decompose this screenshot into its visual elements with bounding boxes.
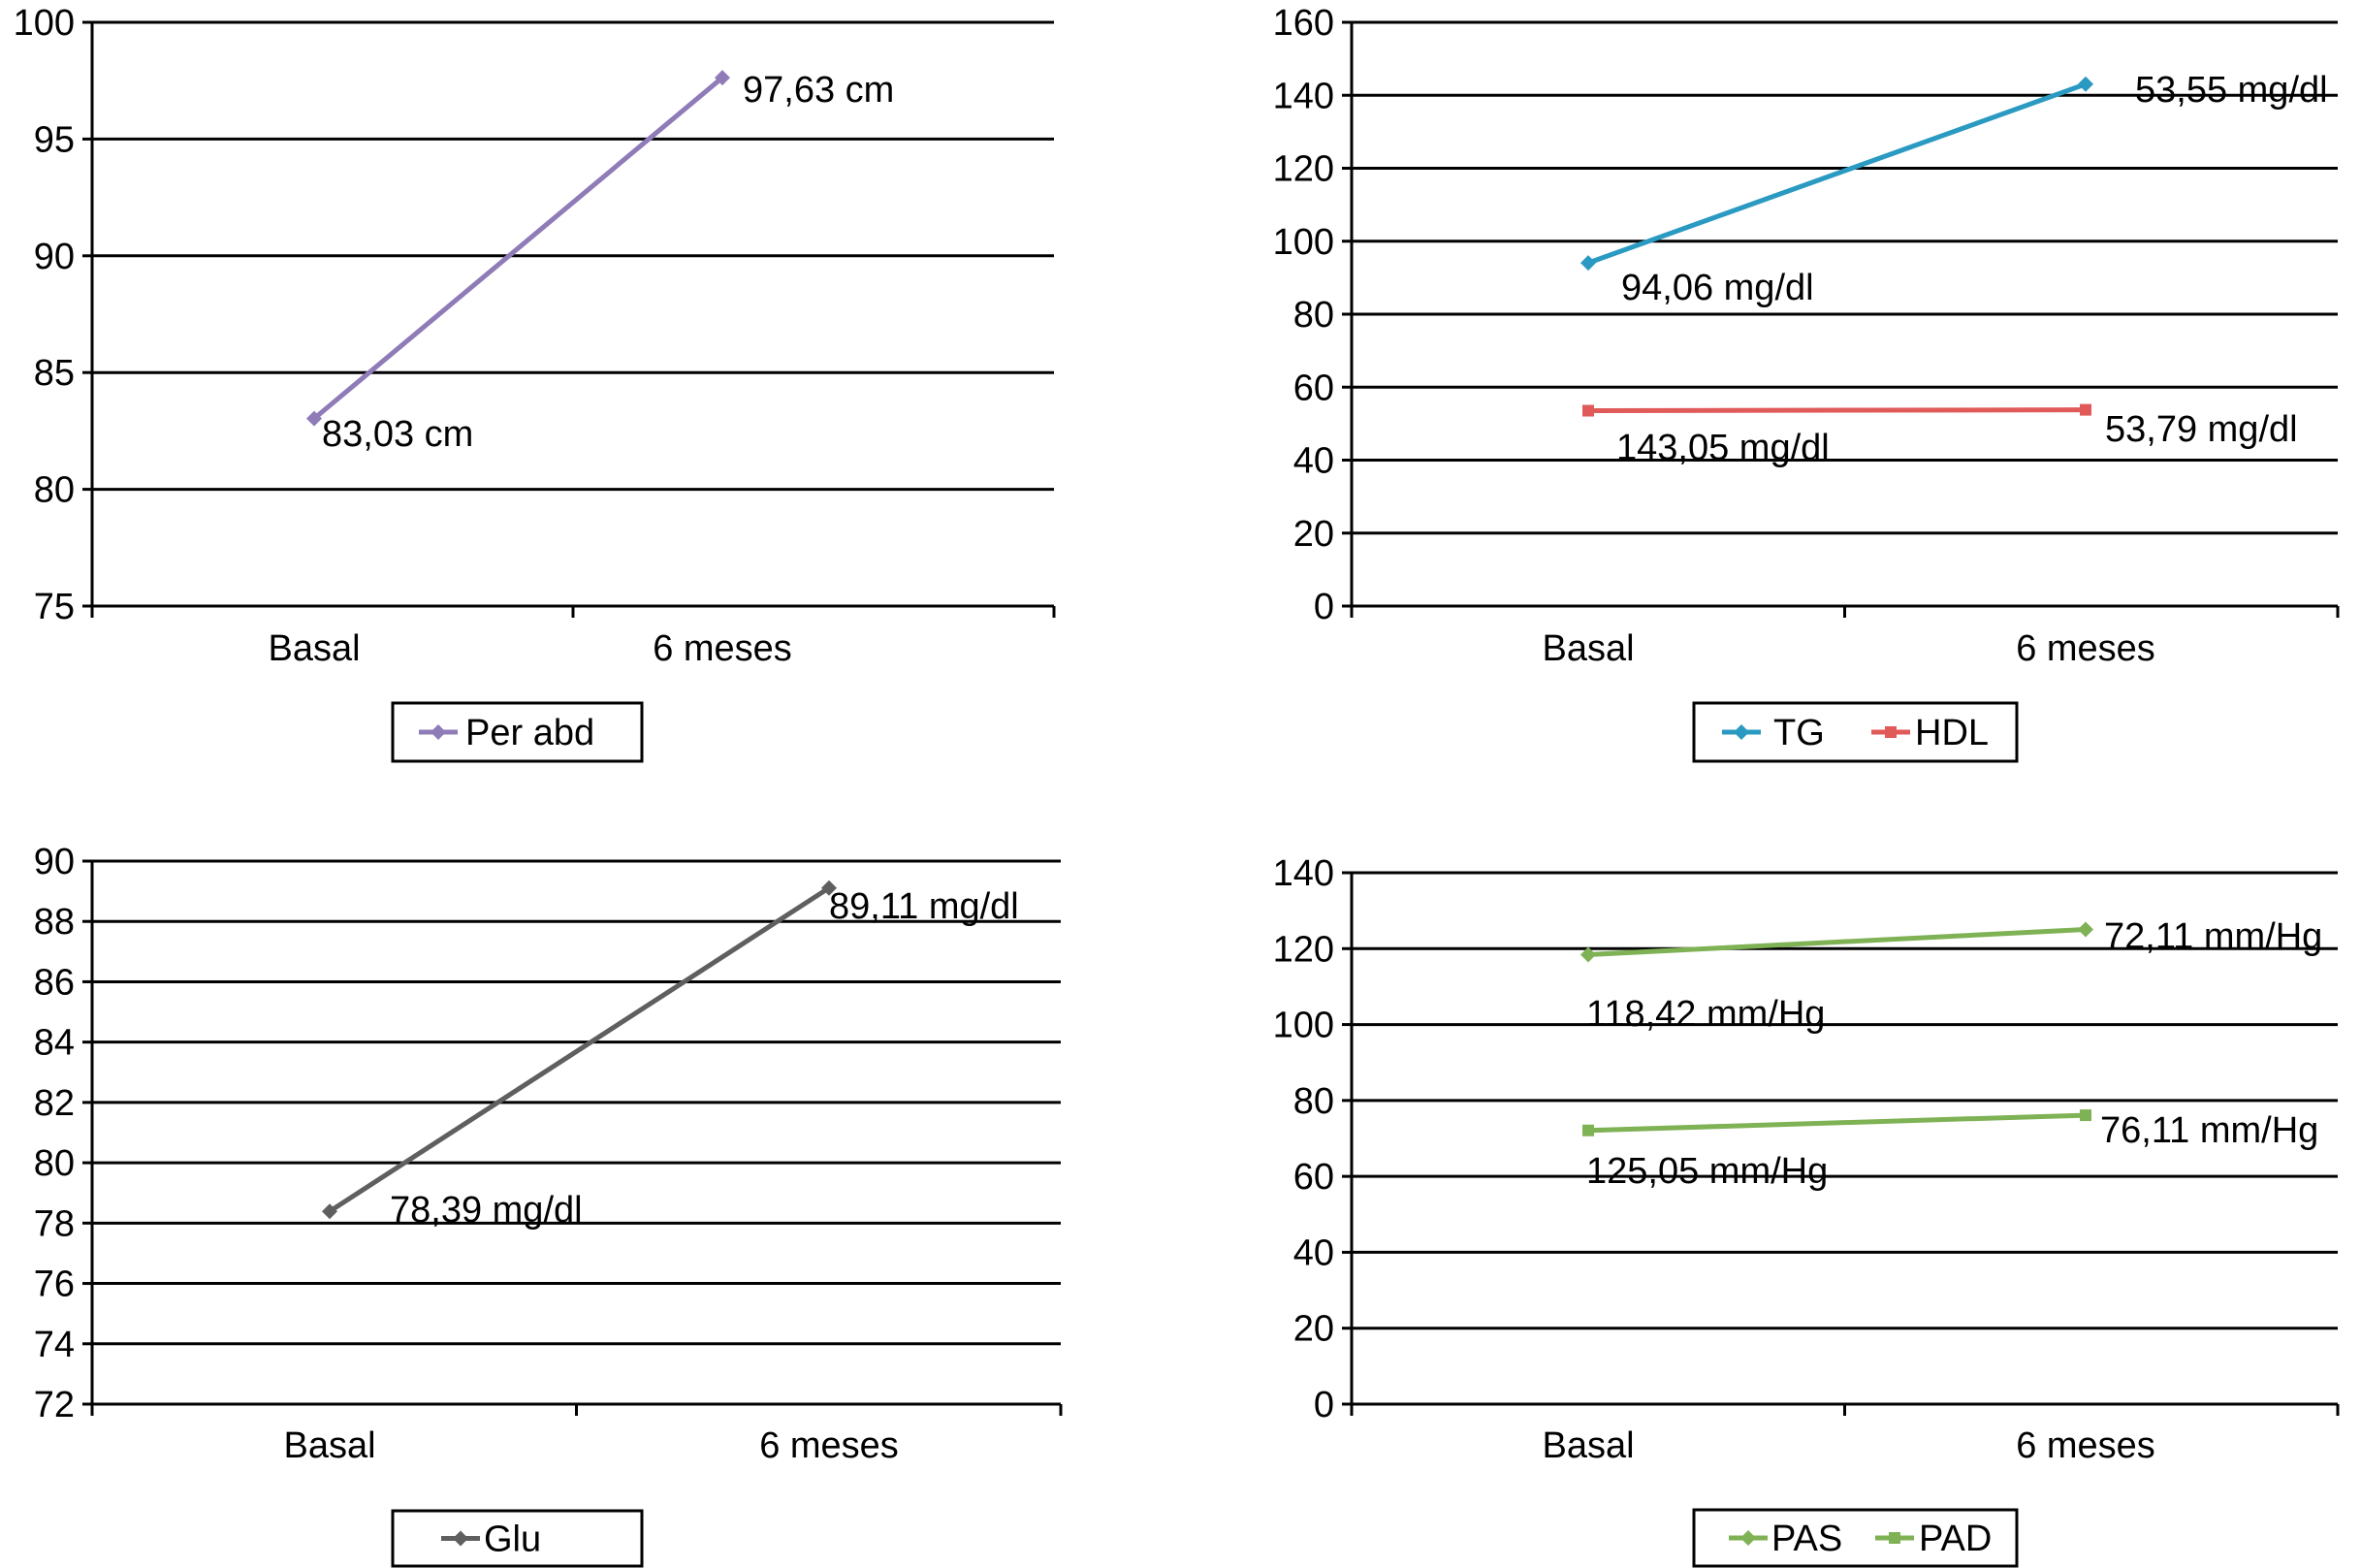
data-point (1580, 255, 1596, 272)
x-category-label: Basal (1542, 1425, 1634, 1466)
y-tick-label: 100 (1273, 222, 1334, 263)
data-point (322, 1203, 337, 1220)
y-tick-label: 88 (34, 902, 75, 943)
data-point (2078, 76, 2093, 92)
legend-marker (1734, 724, 1749, 740)
data-label: 89,11 mg/dl (829, 886, 1019, 927)
series-line-per-abd (312, 76, 724, 421)
y-tick-label: 90 (34, 842, 75, 882)
legend-marker (1885, 726, 1897, 738)
data-point (1582, 404, 1594, 417)
y-tick-label: 75 (34, 587, 75, 627)
data-point (1582, 1124, 1594, 1136)
y-tick-label: 86 (34, 962, 75, 1003)
data-label: 72,11 mm/Hg (2104, 916, 2322, 957)
legend-label: Glu (484, 1520, 541, 1560)
chart-glucose: 72 74 76 78 80 82 84 86 88 90 Basal 6 meses 78,39 mg… (34, 842, 1063, 1568)
y-tick-label: 72 (34, 1385, 75, 1425)
y-tick-label: 80 (1293, 295, 1334, 336)
series-line-tg (1587, 81, 2087, 266)
legend-label: HDL (1915, 713, 1989, 753)
data-label: 94,06 mg/dl (1621, 268, 1814, 308)
data-point (2080, 1109, 2091, 1122)
y-tick-label: 95 (34, 119, 75, 160)
data-label: 118,42 mm/Hg (1586, 994, 1825, 1035)
data-point (306, 410, 322, 427)
data-label: 83,03 cm (322, 414, 473, 455)
legend-marker (453, 1530, 468, 1547)
data-label: 143,05 mg/dl (1616, 428, 1830, 468)
data-point (2078, 921, 2093, 938)
legend-marker (431, 724, 446, 740)
y-tick-label: 140 (1273, 853, 1334, 894)
y-tick-label: 40 (1293, 1232, 1334, 1273)
legend-box (1692, 701, 2019, 763)
x-category-label: Basal (283, 1425, 375, 1466)
y-tick-label: 40 (1293, 441, 1334, 482)
data-point (821, 880, 837, 896)
y-tick-label: 76 (34, 1264, 75, 1305)
x-category-label: 6 meses (759, 1425, 899, 1466)
y-tick-label: 80 (1293, 1081, 1334, 1122)
legend-label: PAS (1771, 1519, 1842, 1559)
y-tick-label: 100 (1273, 1006, 1334, 1046)
chart-triglycerides-hdl: 0 20 40 60 80 100 120 140 160 Basal 6 meses 94,06 m… (1273, 3, 2340, 763)
data-point (715, 70, 730, 86)
y-tick-label: 160 (1273, 3, 1334, 44)
data-point (2080, 403, 2091, 416)
data-label: 53,55 mg/dl (2135, 70, 2328, 111)
y-tick-label: 74 (34, 1325, 75, 1365)
y-tick-label: 120 (1273, 149, 1334, 190)
y-tick-label: 120 (1273, 929, 1334, 970)
series-line-pas (1587, 927, 2087, 957)
x-category-label: 6 meses (2016, 628, 2155, 669)
x-category-label: Basal (268, 628, 360, 669)
y-tick-label: 140 (1273, 76, 1334, 116)
legend-marker (1740, 1530, 1756, 1546)
y-tick-label: 0 (1314, 1385, 1334, 1425)
x-category-label: 6 meses (653, 628, 792, 669)
y-tick-label: 78 (34, 1203, 75, 1244)
chart-waist-circumference: 75 80 85 90 95 100 Basal 6 meses 83,03 cm 97,63 c… (14, 3, 1056, 763)
y-tick-label: 80 (34, 470, 75, 511)
data-label: 53,79 mg/dl (2105, 409, 2298, 450)
legend-label: TG (1773, 713, 1825, 753)
series-line-hdl (1587, 407, 2087, 414)
series-line-pad (1587, 1112, 2087, 1134)
y-tick-label: 60 (1293, 368, 1334, 408)
y-tick-label: 20 (1293, 1309, 1334, 1350)
data-label: 78,39 mg/dl (390, 1190, 583, 1231)
chart-blood-pressure: 0 20 40 60 80 100 120 140 Basal 6 meses 118,42 mm/… (1273, 853, 2340, 1568)
y-tick-label: 82 (34, 1083, 75, 1124)
legend-marker (1889, 1532, 1900, 1544)
data-label: 125,05 mm/Hg (1586, 1151, 1828, 1192)
y-tick-label: 20 (1293, 514, 1334, 555)
y-tick-label: 85 (34, 353, 75, 394)
data-label: 97,63 cm (743, 70, 894, 111)
legend-label: PAD (1919, 1519, 1992, 1559)
legend-box (391, 1509, 644, 1568)
series-line-glu (328, 885, 831, 1214)
y-tick-label: 60 (1293, 1157, 1334, 1198)
data-point (1580, 946, 1596, 963)
x-category-label: Basal (1542, 628, 1634, 669)
y-tick-label: 80 (34, 1143, 75, 1184)
y-tick-label: 90 (34, 237, 75, 277)
x-category-label: 6 meses (2016, 1425, 2155, 1466)
data-label: 76,11 mm/Hg (2100, 1110, 2318, 1151)
y-tick-label: 100 (14, 3, 75, 44)
y-tick-label: 0 (1314, 587, 1334, 627)
legend-box (391, 701, 644, 763)
legend-label: Per abd (465, 713, 594, 753)
y-tick-label: 84 (34, 1023, 75, 1064)
